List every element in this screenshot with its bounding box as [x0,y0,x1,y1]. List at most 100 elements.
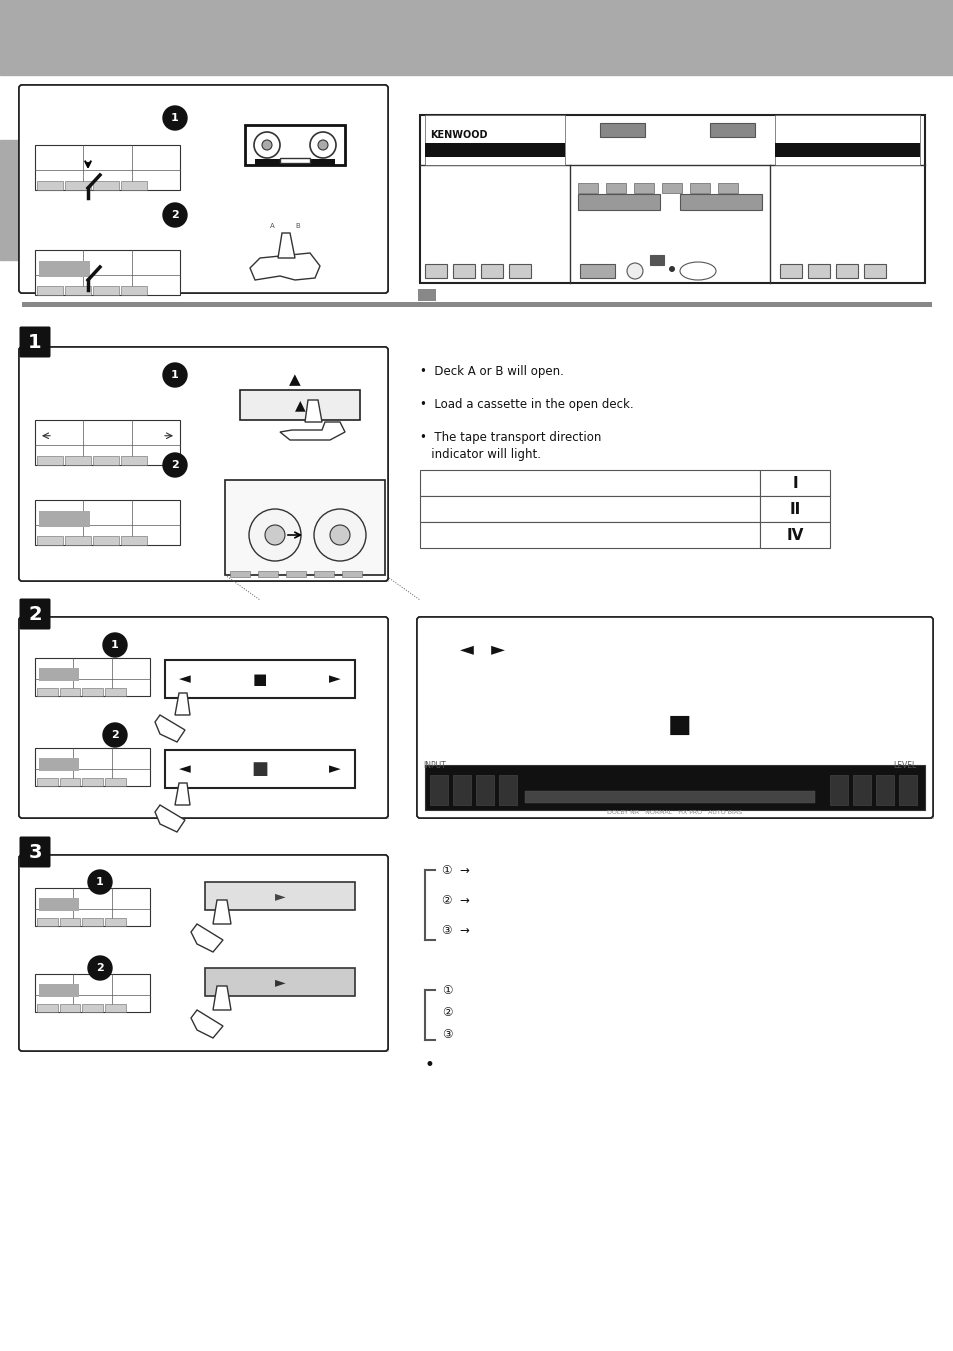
Bar [774,115,919,165]
Bar [105,778,126,786]
Circle shape [163,203,187,227]
Text: ②: ② [441,1005,452,1019]
Text: 2: 2 [96,963,104,973]
Bar [105,919,126,925]
Bar [649,255,663,265]
Bar [65,536,91,544]
Text: ①  →: ① → [441,863,470,877]
Bar [257,571,277,577]
Bar [453,263,475,278]
Bar [225,480,385,576]
Bar [835,263,857,278]
FancyBboxPatch shape [19,617,388,817]
Bar [578,195,659,209]
Bar [476,775,494,805]
Polygon shape [213,986,231,1011]
Bar [165,661,355,698]
Bar [679,195,761,209]
Polygon shape [277,232,294,258]
Text: ①: ① [441,984,452,997]
Bar [121,536,148,544]
Circle shape [253,132,280,158]
Polygon shape [280,422,345,440]
Bar [709,123,754,136]
Bar [524,790,814,802]
Text: ▲: ▲ [294,399,305,412]
Bar [718,182,738,193]
Text: 2: 2 [171,209,178,220]
Bar [37,181,63,190]
Circle shape [88,870,112,894]
Bar [509,263,531,278]
Bar [39,758,79,771]
Bar [480,263,502,278]
Text: 3: 3 [29,843,42,862]
Bar [26,91,389,293]
Bar [419,496,760,521]
Bar [634,182,654,193]
Polygon shape [154,715,185,742]
Bar [863,263,885,278]
Bar [419,115,924,282]
Bar [245,126,345,165]
Text: 1: 1 [111,640,119,650]
Text: •: • [424,1056,435,1074]
Circle shape [103,634,127,657]
Text: ③  →: ③ → [441,924,470,936]
Text: B: B [295,223,300,230]
FancyBboxPatch shape [416,617,932,817]
Bar [430,775,448,805]
Bar [240,390,359,420]
Circle shape [163,363,187,386]
Circle shape [668,266,675,272]
Bar [26,624,389,819]
Circle shape [314,509,366,561]
Text: ►: ► [274,889,285,902]
Polygon shape [174,693,190,715]
Bar [65,457,91,465]
Text: A: A [270,223,274,230]
Circle shape [317,141,328,150]
Text: ◄: ◄ [179,762,191,777]
Bar [314,571,334,577]
Polygon shape [305,400,322,422]
Bar [605,182,625,193]
Text: II: II [788,501,800,516]
Bar [37,536,63,544]
Bar [82,1004,103,1012]
Bar [341,571,361,577]
Bar [60,919,80,925]
Circle shape [262,141,272,150]
Text: ◄: ◄ [179,671,191,686]
Bar [423,624,933,819]
Text: 1: 1 [29,332,42,351]
Bar [424,765,924,811]
Bar [60,778,80,786]
Text: INPUT: INPUT [423,761,446,770]
Bar [35,658,150,696]
Bar [65,286,91,295]
FancyBboxPatch shape [19,855,388,1051]
Polygon shape [191,1011,223,1038]
Bar [35,748,150,786]
Bar [829,775,847,805]
Ellipse shape [679,262,716,280]
Bar [82,778,103,786]
Bar [35,888,150,925]
Bar [453,775,471,805]
FancyBboxPatch shape [416,617,932,817]
Bar [689,182,709,193]
Circle shape [310,132,335,158]
Polygon shape [213,900,231,924]
Text: ◄   ►: ◄ ► [459,640,504,659]
Bar [661,182,681,193]
Bar [121,181,148,190]
Text: ■: ■ [252,761,268,778]
FancyBboxPatch shape [19,85,388,293]
Bar [424,263,447,278]
Bar [60,689,80,696]
Text: ►: ► [274,975,285,989]
Bar [424,115,564,165]
Bar [82,919,103,925]
Text: ►: ► [329,762,340,777]
